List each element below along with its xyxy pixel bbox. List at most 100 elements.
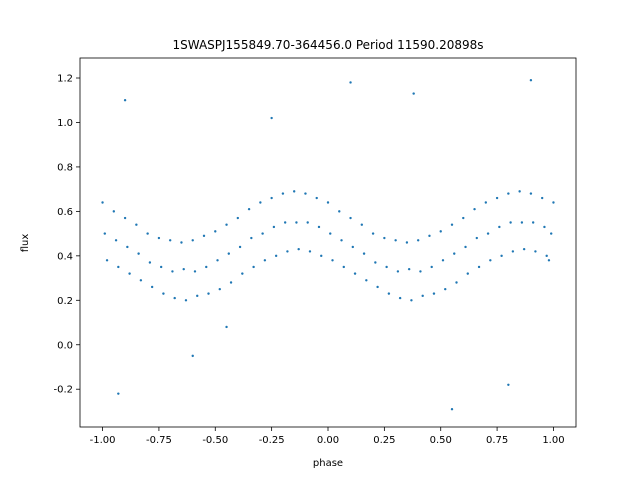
data-point	[123, 216, 127, 220]
data-point	[216, 259, 219, 262]
x-tick-label: 0.75	[486, 435, 508, 446]
data-point	[419, 270, 422, 273]
data-point	[522, 247, 526, 251]
data-point	[270, 116, 273, 120]
data-point	[387, 292, 391, 295]
data-point	[236, 216, 240, 220]
data-point	[135, 223, 138, 226]
data-point	[238, 245, 242, 249]
y-tick-label: 0.4	[57, 251, 73, 262]
data-point	[180, 241, 183, 244]
x-tick-label: -1.00	[90, 435, 116, 446]
data-point	[552, 201, 555, 204]
data-point	[326, 201, 330, 204]
data-point	[329, 232, 332, 235]
data-point	[498, 225, 501, 229]
data-point	[540, 196, 544, 200]
data-point	[475, 236, 478, 240]
data-point	[320, 254, 323, 258]
x-tick-label: -0.50	[202, 435, 228, 446]
data-point	[281, 192, 285, 195]
data-point	[362, 252, 366, 255]
y-tick-label: 1.0	[57, 118, 73, 129]
data-point	[353, 272, 357, 275]
data-point	[349, 81, 352, 84]
data-point	[252, 265, 255, 269]
data-point	[543, 225, 546, 229]
data-point	[405, 241, 409, 244]
data-point	[374, 261, 377, 264]
data-point	[416, 239, 420, 242]
data-point	[247, 207, 251, 211]
data-point	[511, 250, 515, 253]
x-tick-label: 0.25	[373, 435, 395, 446]
data-point	[168, 239, 172, 242]
data-point	[182, 267, 185, 271]
y-tick-label: 1.2	[57, 74, 73, 85]
data-point	[214, 230, 217, 233]
data-point	[117, 265, 120, 269]
data-point	[191, 354, 194, 358]
data-point	[259, 201, 262, 204]
data-point	[338, 210, 341, 213]
data-point	[191, 239, 194, 242]
data-point	[466, 272, 469, 275]
data-point	[229, 281, 233, 284]
data-point	[349, 216, 352, 220]
data-point	[410, 299, 413, 302]
data-point	[365, 279, 368, 282]
data-point	[241, 272, 244, 275]
data-point	[342, 265, 345, 269]
data-point	[340, 239, 343, 242]
data-point	[534, 250, 537, 253]
data-point	[507, 383, 510, 386]
data-point	[261, 232, 264, 235]
data-point	[464, 245, 467, 249]
data-point	[225, 223, 228, 226]
data-point	[450, 408, 454, 411]
data-point	[444, 287, 447, 291]
data-point	[196, 294, 199, 298]
x-tick-label: -0.75	[146, 435, 172, 446]
data-point	[351, 245, 354, 249]
data-point	[360, 223, 364, 226]
data-point	[139, 279, 143, 282]
data-point	[518, 190, 521, 193]
data-point	[484, 201, 488, 204]
data-point	[441, 259, 445, 262]
data-point	[308, 250, 312, 253]
data-point	[407, 267, 411, 271]
data-point	[376, 285, 379, 289]
data-point	[148, 261, 152, 264]
x-axis-label: phase	[313, 458, 343, 469]
y-tick-label: 0.8	[57, 162, 73, 173]
data-point	[385, 265, 388, 269]
data-point	[509, 221, 512, 224]
data-point	[432, 292, 436, 295]
data-point	[507, 192, 510, 195]
data-point	[114, 239, 118, 242]
x-axis: -1.00 -0.75 -0.50 -0.25 0.00 0.25 0.50 0.75 1.00	[90, 427, 565, 446]
points-layer	[101, 79, 555, 411]
data-point	[315, 196, 318, 200]
y-axis-label: flux	[20, 234, 31, 253]
data-point	[331, 259, 334, 262]
data-point	[157, 236, 161, 240]
data-point	[126, 245, 129, 249]
data-point	[218, 287, 221, 291]
y-tick-label: 0.0	[57, 340, 73, 351]
data-point	[421, 294, 424, 298]
data-point	[112, 210, 116, 213]
data-point	[159, 265, 163, 269]
data-point	[439, 230, 442, 233]
data-point	[317, 225, 321, 229]
data-point	[455, 281, 458, 284]
data-point	[428, 234, 431, 238]
data-point	[283, 221, 287, 224]
data-point	[371, 232, 375, 235]
data-point	[146, 232, 149, 235]
data-point	[529, 192, 533, 195]
data-point	[286, 250, 289, 253]
